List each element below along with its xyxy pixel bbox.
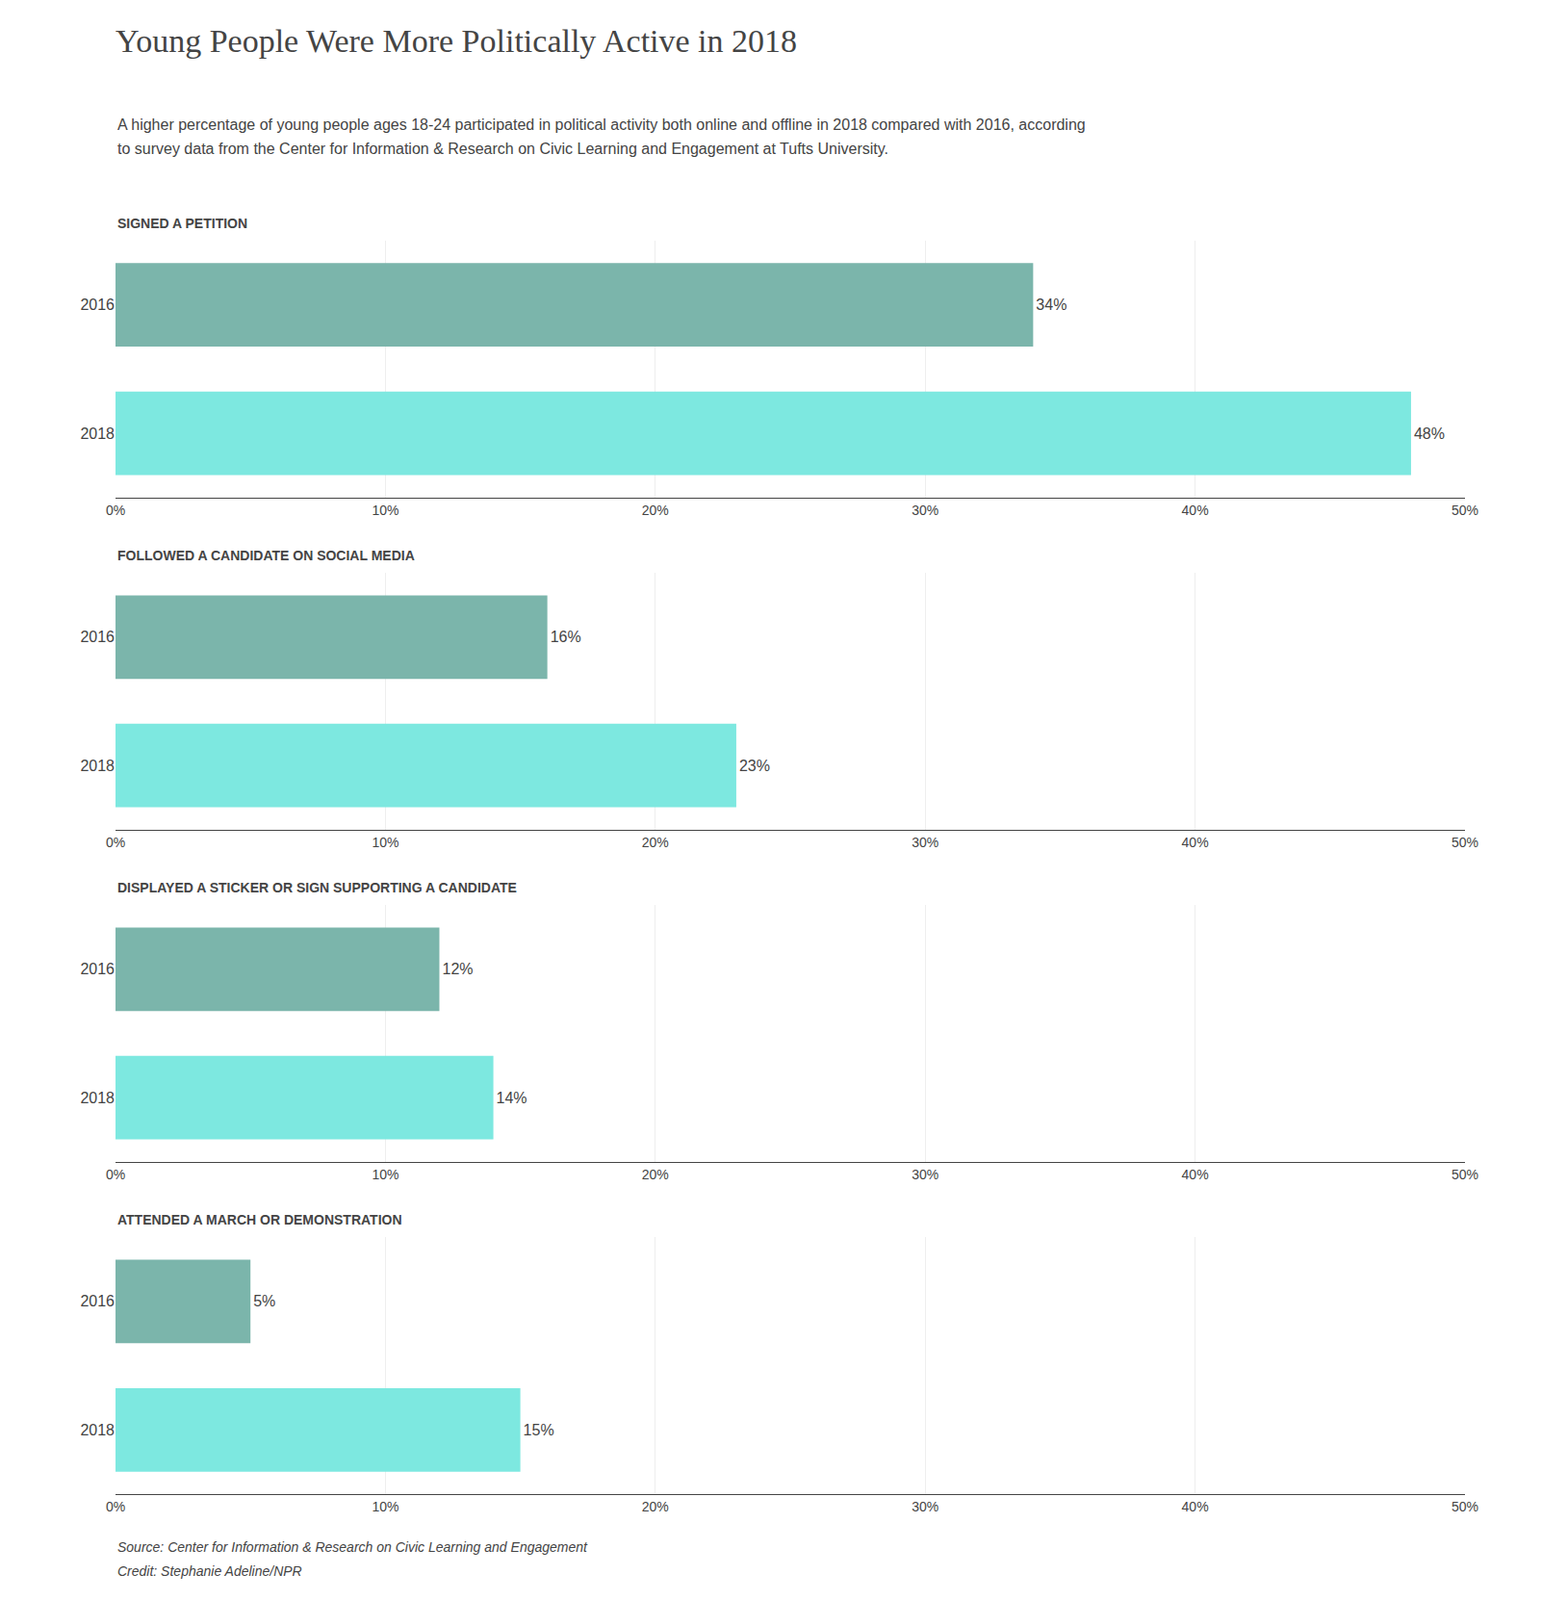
svg-text:0%: 0% xyxy=(105,1166,126,1183)
svg-text:10%: 10% xyxy=(371,834,399,850)
svg-text:Young People Were More Politic: Young People Were More Politically Activ… xyxy=(115,23,797,59)
svg-text:30%: 30% xyxy=(911,1498,939,1515)
svg-text:Credit: Stephanie Adeline/NPR: Credit: Stephanie Adeline/NPR xyxy=(117,1563,303,1579)
svg-text:2018: 2018 xyxy=(79,757,115,774)
svg-text:0%: 0% xyxy=(105,502,126,518)
svg-text:0%: 0% xyxy=(105,834,126,850)
svg-text:to survey data from the Center: to survey data from the Center for Infor… xyxy=(117,140,889,157)
svg-text:2016: 2016 xyxy=(79,960,115,977)
svg-text:30%: 30% xyxy=(911,834,939,850)
svg-text:50%: 50% xyxy=(1451,502,1479,518)
svg-text:40%: 40% xyxy=(1182,1498,1209,1515)
svg-text:50%: 50% xyxy=(1451,834,1479,850)
svg-text:30%: 30% xyxy=(911,1166,939,1183)
svg-text:40%: 40% xyxy=(1182,502,1209,518)
svg-text:34%: 34% xyxy=(1035,296,1067,313)
svg-text:16%: 16% xyxy=(550,628,582,645)
svg-text:2018: 2018 xyxy=(79,1089,115,1106)
svg-text:10%: 10% xyxy=(371,1166,399,1183)
svg-text:20%: 20% xyxy=(642,502,669,518)
svg-text:30%: 30% xyxy=(911,502,939,518)
svg-text:23%: 23% xyxy=(739,757,771,774)
svg-text:20%: 20% xyxy=(642,834,669,850)
svg-text:20%: 20% xyxy=(642,1166,669,1183)
svg-text:50%: 50% xyxy=(1451,1166,1479,1183)
svg-text:15%: 15% xyxy=(523,1421,555,1439)
svg-text:50%: 50% xyxy=(1451,1498,1479,1515)
svg-text:10%: 10% xyxy=(371,502,399,518)
svg-text:Source: Center for Information: Source: Center for Information & Researc… xyxy=(117,1539,589,1555)
svg-text:12%: 12% xyxy=(441,960,473,977)
svg-text:ATTENDED A MARCH OR DEMONSTRAT: ATTENDED A MARCH OR DEMONSTRATION xyxy=(117,1211,403,1228)
svg-text:FOLLOWED A CANDIDATE ON SOCIAL: FOLLOWED A CANDIDATE ON SOCIAL MEDIA xyxy=(117,547,415,564)
svg-text:48%: 48% xyxy=(1413,425,1445,442)
svg-text:2016: 2016 xyxy=(79,1292,115,1310)
svg-text:2016: 2016 xyxy=(79,296,115,313)
svg-text:40%: 40% xyxy=(1182,1166,1209,1183)
svg-text:40%: 40% xyxy=(1182,834,1209,850)
svg-text:SIGNED A PETITION: SIGNED A PETITION xyxy=(117,215,248,232)
svg-text:DISPLAYED A STICKER OR SIGN SU: DISPLAYED A STICKER OR SIGN SUPPORTING A… xyxy=(117,879,517,896)
svg-text:2018: 2018 xyxy=(79,425,115,442)
svg-text:A higher percentage of young p: A higher percentage of young people ages… xyxy=(117,116,1086,133)
svg-text:0%: 0% xyxy=(105,1498,126,1515)
svg-text:10%: 10% xyxy=(371,1498,399,1515)
svg-text:20%: 20% xyxy=(642,1498,669,1515)
svg-text:2016: 2016 xyxy=(79,628,115,645)
svg-text:2018: 2018 xyxy=(79,1421,115,1439)
svg-text:14%: 14% xyxy=(496,1089,528,1106)
svg-text:5%: 5% xyxy=(253,1292,276,1310)
